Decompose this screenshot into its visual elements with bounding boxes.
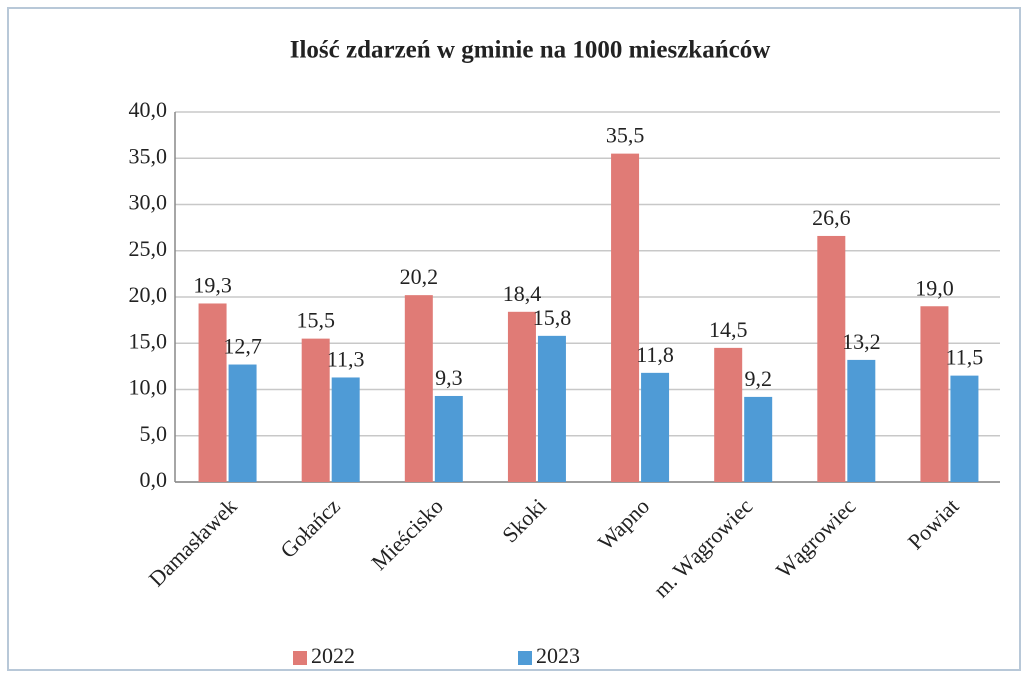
data-label: 18,4 bbox=[503, 281, 542, 306]
data-label: 20,2 bbox=[400, 264, 439, 289]
legend-swatch bbox=[518, 651, 532, 665]
bar bbox=[744, 396, 773, 482]
bar bbox=[714, 347, 743, 482]
legend-swatch bbox=[293, 651, 307, 665]
y-tick-label: 35,0 bbox=[129, 143, 168, 168]
bar bbox=[641, 372, 670, 482]
bar bbox=[611, 153, 640, 482]
data-label: 15,5 bbox=[296, 308, 335, 333]
data-label: 15,8 bbox=[533, 305, 572, 330]
data-label: 14,5 bbox=[709, 317, 748, 342]
y-tick-label: 25,0 bbox=[129, 236, 168, 261]
data-label: 19,0 bbox=[915, 275, 954, 300]
bar bbox=[847, 359, 876, 482]
bar bbox=[507, 311, 536, 482]
bar bbox=[537, 335, 566, 482]
legend-label: 2022 bbox=[311, 643, 355, 668]
bar bbox=[228, 364, 257, 482]
data-label: 35,5 bbox=[606, 123, 645, 148]
data-label: 19,3 bbox=[193, 273, 232, 298]
data-label: 11,5 bbox=[946, 345, 984, 370]
data-label: 11,3 bbox=[327, 347, 365, 372]
bar bbox=[198, 303, 227, 482]
legend-label: 2023 bbox=[536, 643, 580, 668]
data-label: 12,7 bbox=[223, 334, 262, 359]
bar bbox=[920, 306, 949, 482]
data-label: 11,8 bbox=[636, 342, 674, 367]
y-tick-label: 30,0 bbox=[129, 190, 168, 215]
chart-title: Ilość zdarzeń w gminie na 1000 mieszkańc… bbox=[290, 37, 771, 64]
data-label: 13,2 bbox=[842, 329, 881, 354]
y-tick-label: 10,0 bbox=[129, 375, 168, 400]
bar bbox=[331, 377, 360, 482]
y-tick-label: 0,0 bbox=[140, 467, 168, 492]
bar bbox=[434, 395, 463, 482]
bar bbox=[817, 235, 846, 482]
bar bbox=[404, 295, 433, 482]
data-label: 26,6 bbox=[812, 205, 851, 230]
data-label: 9,3 bbox=[435, 365, 463, 390]
y-tick-label: 20,0 bbox=[129, 282, 168, 307]
bar bbox=[950, 375, 979, 482]
y-tick-label: 5,0 bbox=[140, 421, 168, 446]
bar bbox=[301, 338, 330, 482]
y-tick-label: 15,0 bbox=[129, 328, 168, 353]
y-tick-label: 40,0 bbox=[129, 97, 168, 122]
data-label: 9,2 bbox=[744, 366, 772, 391]
